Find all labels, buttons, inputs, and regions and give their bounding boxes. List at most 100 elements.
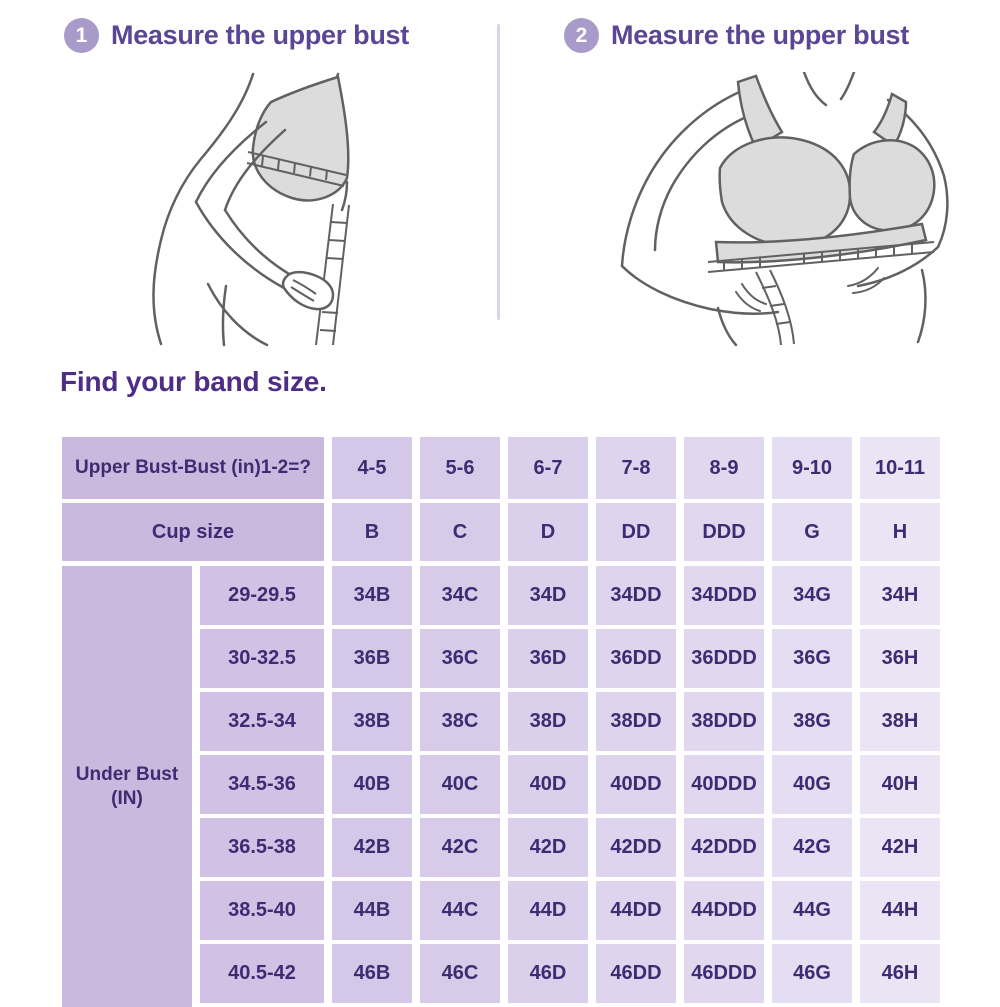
underbust-label-line1: Under Bust — [75, 763, 179, 785]
size-cell: 34DD — [596, 566, 676, 625]
size-cell: 46D — [508, 944, 588, 1003]
size-row: 30-32.5 36B 36C 36D 36DD 36DDD 36G 36H — [200, 629, 940, 688]
size-cell: 36DDD — [684, 629, 764, 688]
measure-upper-bust-illustration — [95, 72, 445, 347]
measuring-tape-vertical — [316, 204, 349, 345]
bust-shape — [253, 77, 348, 200]
diff-value-cell: 10-11 — [860, 437, 940, 499]
underbust-label-line2: (IN) — [111, 787, 143, 809]
cup-value-cell: B — [332, 503, 412, 561]
step-2-title: Measure the upper bust — [611, 20, 909, 50]
size-cell: 34H — [860, 566, 940, 625]
cup-value-cell: DD — [596, 503, 676, 561]
size-cell: 36G — [772, 629, 852, 688]
cup-header-row: Cup size B C D DD DDD G H — [62, 503, 940, 561]
size-row: 32.5-34 38B 38C 38D 38DD 38DDD 38G 38H — [200, 692, 940, 751]
hand — [283, 272, 333, 309]
size-cell: 34D — [508, 566, 588, 625]
size-cell: 36H — [860, 629, 940, 688]
size-cell: 44B — [332, 881, 412, 940]
size-cell: 34G — [772, 566, 852, 625]
band-range-cell: 40.5-42 — [200, 944, 324, 1003]
size-row: 34.5-36 40B 40C 40D 40DD 40DDD 40G 40H — [200, 755, 940, 814]
band-range-cell: 32.5-34 — [200, 692, 324, 751]
size-cell: 38D — [508, 692, 588, 751]
size-cell: 38C — [420, 692, 500, 751]
size-cell: 46B — [332, 944, 412, 1003]
size-cell: 44DD — [596, 881, 676, 940]
diff-value-cell: 4-5 — [332, 437, 412, 499]
size-cell: 40D — [508, 755, 588, 814]
body-outline — [622, 72, 947, 345]
size-cell: 40G — [772, 755, 852, 814]
size-cell: 42H — [860, 818, 940, 877]
band-size-table: Upper Bust-Bust (in)1-2=? 4-5 5-6 6-7 7-8 8-… — [62, 437, 940, 1007]
diff-value-cell: 9-10 — [772, 437, 852, 499]
step-1-header: 1 Measure the upper bust — [64, 18, 409, 53]
size-cell: 38DDD — [684, 692, 764, 751]
diff-value-cell: 5-6 — [420, 437, 500, 499]
size-cell: 42B — [332, 818, 412, 877]
size-row: 36.5-38 42B 42C 42D 42DD 42DDD 42G 42H — [200, 818, 940, 877]
band-range-cell: 29-29.5 — [200, 566, 324, 625]
size-rows: 29-29.5 34B 34C 34D 34DD 34DDD 34G 34H 30-32.5 36… — [200, 566, 940, 1007]
diff-value-cell: 7-8 — [596, 437, 676, 499]
table-body: Under Bust (IN) 29-29.5 34B 34C 34D 34DD 34DD… — [62, 566, 940, 1007]
diff-value-cell: 8-9 — [684, 437, 764, 499]
size-cell: 42G — [772, 818, 852, 877]
size-cell: 34DDD — [684, 566, 764, 625]
size-cell: 44C — [420, 881, 500, 940]
section-divider — [497, 24, 500, 320]
size-cell: 44DDD — [684, 881, 764, 940]
size-cell: 34C — [420, 566, 500, 625]
cup-value-cell: D — [508, 503, 588, 561]
band-range-cell: 34.5-36 — [200, 755, 324, 814]
size-cell: 36B — [332, 629, 412, 688]
size-cell: 40B — [332, 755, 412, 814]
cup-value-cell: H — [860, 503, 940, 561]
size-cell: 44G — [772, 881, 852, 940]
band-range-cell: 30-32.5 — [200, 629, 324, 688]
size-cell: 36C — [420, 629, 500, 688]
size-cell: 46C — [420, 944, 500, 1003]
size-cell: 36D — [508, 629, 588, 688]
size-cell: 38G — [772, 692, 852, 751]
underbust-label-cell: Under Bust (IN) — [62, 566, 192, 1007]
size-cell: 42DD — [596, 818, 676, 877]
size-cell: 46DD — [596, 944, 676, 1003]
size-cell: 44D — [508, 881, 588, 940]
size-cell: 40DDD — [684, 755, 764, 814]
cup-value-cell: DDD — [684, 503, 764, 561]
size-cell: 42DDD — [684, 818, 764, 877]
size-cell: 40C — [420, 755, 500, 814]
section-title: Find your band size. — [60, 366, 327, 397]
size-cell: 36DD — [596, 629, 676, 688]
size-cell: 38B — [332, 692, 412, 751]
step-2-number: 2 — [575, 23, 588, 47]
size-row: 40.5-42 46B 46C 46D 46DD 46DDD 46G 46H — [200, 944, 940, 1003]
diff-header-row: Upper Bust-Bust (in)1-2=? 4-5 5-6 6-7 7-8 8-… — [62, 437, 940, 499]
diff-header-label: Upper Bust-Bust (in)1-2=? — [62, 437, 324, 499]
size-cell: 42C — [420, 818, 500, 877]
size-cell: 46H — [860, 944, 940, 1003]
step-1-number: 1 — [75, 23, 88, 47]
size-cell: 38DD — [596, 692, 676, 751]
step-1-badge: 1 — [64, 18, 99, 53]
size-cell: 40H — [860, 755, 940, 814]
measuring-tape-horizontal — [708, 242, 934, 345]
size-cell: 34B — [332, 566, 412, 625]
measure-under-bust-illustration — [592, 72, 962, 347]
arm-outline — [196, 122, 289, 288]
diff-value-cell: 6-7 — [508, 437, 588, 499]
size-cell: 46DDD — [684, 944, 764, 1003]
cup-value-cell: C — [420, 503, 500, 561]
step-2-header: 2 Measure the upper bust — [564, 18, 909, 53]
size-cell: 40DD — [596, 755, 676, 814]
size-row: 29-29.5 34B 34C 34D 34DD 34DDD 34G 34H — [200, 566, 940, 625]
size-cell: 46G — [772, 944, 852, 1003]
cup-value-cell: G — [772, 503, 852, 561]
size-cell: 38H — [860, 692, 940, 751]
step-1-title: Measure the upper bust — [111, 20, 409, 50]
size-cell: 42D — [508, 818, 588, 877]
